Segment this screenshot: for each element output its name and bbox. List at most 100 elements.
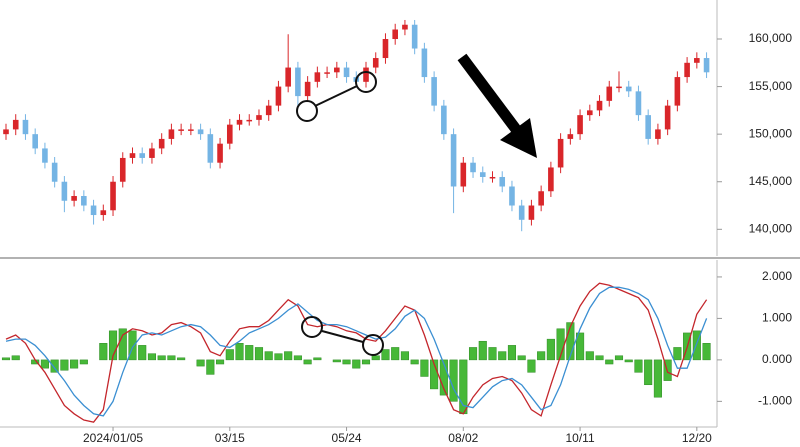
candle-body [421,48,428,78]
candle-body [207,134,214,163]
histogram-bar [206,359,215,375]
histogram-bar [108,330,118,361]
candle-body [694,58,700,63]
macd-panel [1,282,711,423]
candle-body [577,115,583,135]
price-panel [3,19,710,232]
annotation-line [314,85,358,107]
histogram-bar [128,330,137,361]
candle-body [411,24,418,49]
histogram-bar [11,355,20,361]
histogram-bar [60,359,69,371]
candle-body [402,24,408,30]
histogram-bar [167,355,176,361]
histogram-bar [293,355,302,361]
candle-body [528,205,535,220]
histogram-bar [50,359,59,373]
y-tick-label: 155,000 [749,79,793,93]
arrow [457,53,537,158]
histogram-bar [138,345,147,361]
histogram-bar [527,359,536,373]
candle-body [129,153,136,158]
histogram-bar [400,351,409,361]
candle-body [32,134,38,149]
histogram-bar [99,343,108,361]
histogram-bar [245,345,254,361]
histogram-bar [595,355,604,361]
candle-body [489,176,496,179]
arrow-shaft [457,53,523,136]
candle-body [197,129,204,135]
candle-body [587,110,593,116]
candle-body [363,67,369,82]
annotations [296,71,384,356]
histogram-bar [332,359,341,363]
candle-body [324,72,330,74]
candle-body [334,67,340,73]
candle-body [479,172,486,177]
x-tick-label: 05/24 [332,431,362,445]
histogram-bar [371,355,380,361]
histogram-bar [352,359,361,369]
candle-body [275,86,282,106]
candle-body [226,124,233,144]
y-tick-label: 1.000 [762,311,792,325]
histogram-bar [420,359,429,377]
candle-body [343,67,350,78]
histogram-bar [566,322,575,361]
candle-body [304,81,311,97]
histogram-bar [498,351,507,361]
candle-body [188,129,194,131]
y-tick-label: 0.000 [762,352,792,366]
histogram-bar [196,359,205,367]
candle-body [149,148,155,158]
histogram-bar [79,359,88,365]
x-tick-label: 08/02 [448,431,478,445]
x-tick-label: 03/15 [215,431,245,445]
candle-body [664,105,671,130]
candle-body [460,162,467,187]
x-tick-label: 10/11 [565,431,594,445]
candle-body [100,210,107,216]
candle-body [674,77,681,106]
annotation-line [321,330,364,343]
histogram-bar [235,343,244,361]
annotation-circle [296,100,318,122]
candle-body [470,162,476,173]
histogram-bar [478,340,487,361]
histogram-bar [614,355,624,361]
histogram-bar [468,347,478,361]
histogram-bar [303,359,312,365]
histogram-bar [147,353,156,361]
y-tick-label: 150,000 [749,126,793,140]
histogram-bar [264,351,273,361]
candle-body [285,67,291,87]
candle-body [236,119,243,125]
candle-body [392,29,398,40]
histogram-bar [546,338,555,361]
histogram-bar [644,359,653,386]
candle-body [645,115,651,139]
candle-body [168,129,175,139]
annotation-circle [301,316,323,338]
candle-body [509,186,515,206]
histogram-bar [653,359,662,398]
candle-body [178,129,184,131]
histogram-bar [361,359,371,365]
candle-body [557,138,564,168]
candle-body [596,100,603,111]
candle-body [158,138,165,149]
y-tick-label: 140,000 [749,221,793,235]
y-tick-label: 160,000 [749,31,793,45]
histogram-bar [342,359,351,365]
histogram-bar [507,345,517,361]
candle-body [314,72,321,82]
histogram-bar [692,330,701,361]
indicator-line [5,282,708,423]
candle-body [81,196,87,206]
histogram-bar [274,353,283,361]
candle-body [12,119,19,130]
axes: 140,000 145,000 150,000 155,000 160,000 -1.00… [83,31,792,445]
y-tick-label: 2.000 [762,269,792,283]
